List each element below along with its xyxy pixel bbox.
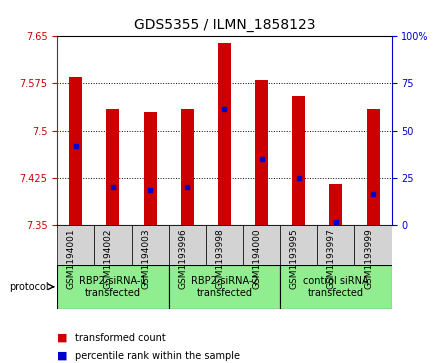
Text: GSM1194003: GSM1194003 <box>141 229 150 289</box>
Bar <box>94 225 132 265</box>
Bar <box>280 225 317 265</box>
Text: percentile rank within the sample: percentile rank within the sample <box>75 351 240 361</box>
Text: RBP2-siRNA-2
transfected: RBP2-siRNA-2 transfected <box>191 276 258 298</box>
Bar <box>181 109 194 225</box>
Bar <box>169 265 280 309</box>
Text: GSM1194002: GSM1194002 <box>104 229 113 289</box>
Text: GSM1193995: GSM1193995 <box>290 229 299 289</box>
Bar <box>206 225 243 265</box>
Text: GSM1193999: GSM1193999 <box>364 229 373 289</box>
Text: ■: ■ <box>57 351 68 361</box>
Bar <box>280 265 392 309</box>
Bar <box>330 184 342 225</box>
Bar <box>218 42 231 225</box>
Bar <box>143 112 157 225</box>
Text: control siRNA
transfected: control siRNA transfected <box>303 276 369 298</box>
Text: RBP2-siRNA-1
transfected: RBP2-siRNA-1 transfected <box>79 276 147 298</box>
Bar <box>69 77 82 225</box>
Bar <box>106 109 119 225</box>
Bar <box>255 80 268 225</box>
Text: GSM1193998: GSM1193998 <box>216 229 224 289</box>
Bar <box>355 225 392 265</box>
Text: ■: ■ <box>57 333 68 343</box>
Bar <box>243 225 280 265</box>
Bar <box>292 96 305 225</box>
Bar <box>169 225 206 265</box>
Title: GDS5355 / ILMN_1858123: GDS5355 / ILMN_1858123 <box>134 19 315 33</box>
Text: GSM1194001: GSM1194001 <box>67 229 76 289</box>
Text: GSM1193996: GSM1193996 <box>178 229 187 289</box>
Bar <box>367 109 380 225</box>
Bar <box>57 265 169 309</box>
Text: protocol: protocol <box>9 282 48 292</box>
Bar <box>57 225 94 265</box>
Text: transformed count: transformed count <box>75 333 165 343</box>
Bar <box>317 225 355 265</box>
Text: GSM1193997: GSM1193997 <box>327 229 336 289</box>
Bar <box>132 225 169 265</box>
Text: GSM1194000: GSM1194000 <box>253 229 261 289</box>
